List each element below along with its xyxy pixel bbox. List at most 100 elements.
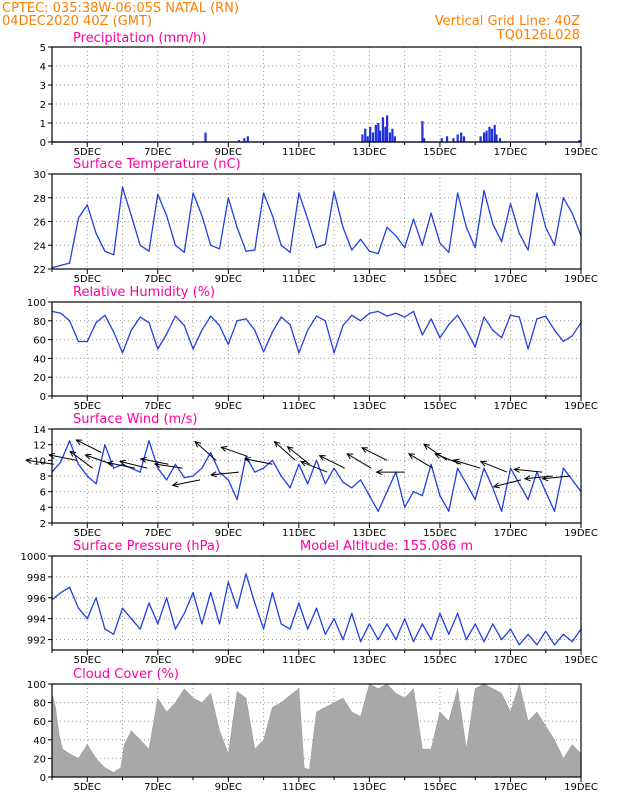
temperature-panel: Surface Temperature (nC)22242628305DEC 7D… (33, 157, 598, 285)
temperature-ytick-label: 26 (33, 218, 46, 229)
temperature-point (572, 213, 573, 214)
temperature-point (519, 233, 520, 234)
pressure-point (263, 629, 264, 630)
wind-point (466, 483, 467, 484)
temperature-point (263, 192, 264, 193)
precipitation-xtick-label: 19DEC (564, 147, 598, 158)
temperature-point (148, 251, 149, 252)
precipitation-title: Precipitation (mm/h) (73, 31, 206, 46)
humidity-point (228, 344, 229, 345)
humidity-point (563, 341, 564, 342)
pressure-xtick-label: 11DEC (282, 655, 316, 666)
pressure-point (457, 613, 458, 614)
pressure-point (148, 602, 149, 603)
precip-bar (361, 134, 363, 142)
temperature-point (298, 192, 299, 193)
humidity-xtick-label: 9DEC (215, 401, 242, 412)
wind-point (404, 507, 405, 508)
temperature-point (528, 249, 529, 250)
pressure-point (166, 597, 167, 598)
meteogram-figure: CPTEC: 035:38W-06:05S NATAL (RN) 04DEC20… (0, 0, 618, 800)
wind-point (157, 468, 158, 469)
temperature-xtick-label: 5DEC (74, 274, 101, 285)
humidity-point (483, 316, 484, 317)
pressure-point (536, 644, 537, 645)
pressure-series-line (52, 574, 581, 645)
pressure-point (131, 618, 132, 619)
wind-point (351, 487, 352, 488)
pressure-ytick-label: 996 (27, 594, 46, 605)
pressure-point (254, 602, 255, 603)
wind-arrow-shaft (347, 454, 371, 468)
humidity-point (519, 316, 520, 317)
wind-point (572, 479, 573, 480)
pressure-point (545, 631, 546, 632)
pressure-point (193, 592, 194, 593)
precip-bar (495, 134, 497, 142)
run-date: 04DEC2020 40Z (GMT) (2, 14, 152, 29)
temperature-point (342, 227, 343, 228)
humidity-panel: Relative Humidity (%)0204060801005DEC 7DE… (27, 285, 598, 412)
pressure-point (201, 623, 202, 624)
pressure-ytick-label: 1000 (21, 552, 46, 563)
humidity-point (210, 316, 211, 317)
humidity-point (193, 348, 194, 349)
wind-point (457, 468, 458, 469)
pressure-xtick-label: 5DEC (74, 655, 101, 666)
temperature-point (334, 191, 335, 192)
humidity-point (281, 316, 282, 317)
pressure-point (184, 613, 185, 614)
humidity-title: Relative Humidity (%) (73, 285, 215, 300)
cloud-cover-title: Cloud Cover (%) (73, 667, 179, 682)
temperature-point (175, 245, 176, 246)
humidity-point (166, 333, 167, 334)
pressure-point (60, 592, 61, 593)
pressure-point (334, 618, 335, 619)
humidity-point (351, 315, 352, 316)
precip-bar (375, 125, 377, 142)
precip-bar (463, 136, 465, 142)
humidity-point (87, 341, 88, 342)
humidity-point (113, 332, 114, 333)
wind-xtick-label: 11DEC (282, 528, 316, 539)
pressure-point (519, 644, 520, 645)
cloud-cover-xtick-label: 19DEC (564, 782, 598, 793)
cloud-cover-ytick-label: 0 (40, 773, 46, 784)
wind-point (193, 475, 194, 476)
pressure-point (87, 618, 88, 619)
precipitation-xtick-label: 15DEC (423, 147, 457, 158)
wind-point (325, 483, 326, 484)
pressure-point (113, 634, 114, 635)
humidity-point (466, 330, 467, 331)
cloud-cover-xtick-label: 7DEC (144, 782, 171, 793)
precipitation-ytick-label: 2 (40, 100, 46, 111)
wind-point (263, 468, 264, 469)
pressure-xtick-label: 7DEC (144, 655, 171, 666)
temperature-point (386, 227, 387, 228)
pressure-point (140, 629, 141, 630)
humidity-point (219, 325, 220, 326)
temperature-point (378, 253, 379, 254)
wind-point (69, 440, 70, 441)
pressure-frame (52, 556, 581, 650)
wind-point (298, 464, 299, 465)
wind-point (96, 483, 97, 484)
wind-arrow-shaft (424, 444, 447, 460)
pressure-title: Surface Pressure (hPa) (73, 539, 220, 554)
humidity-point (554, 330, 555, 331)
temperature-ytick-label: 28 (33, 194, 46, 205)
wind-point (448, 511, 449, 512)
wind-point (254, 472, 255, 473)
precip-bar (386, 115, 388, 142)
temperature-xtick-label: 7DEC (144, 274, 171, 285)
wind-point (519, 483, 520, 484)
temperature-point (281, 245, 282, 246)
precip-bar (379, 131, 381, 142)
cloud-cover-ytick-label: 80 (33, 699, 46, 710)
humidity-point (510, 315, 511, 316)
humidity-point (307, 330, 308, 331)
temperature-point (316, 247, 317, 248)
pressure-point (351, 613, 352, 614)
humidity-point (96, 322, 97, 323)
